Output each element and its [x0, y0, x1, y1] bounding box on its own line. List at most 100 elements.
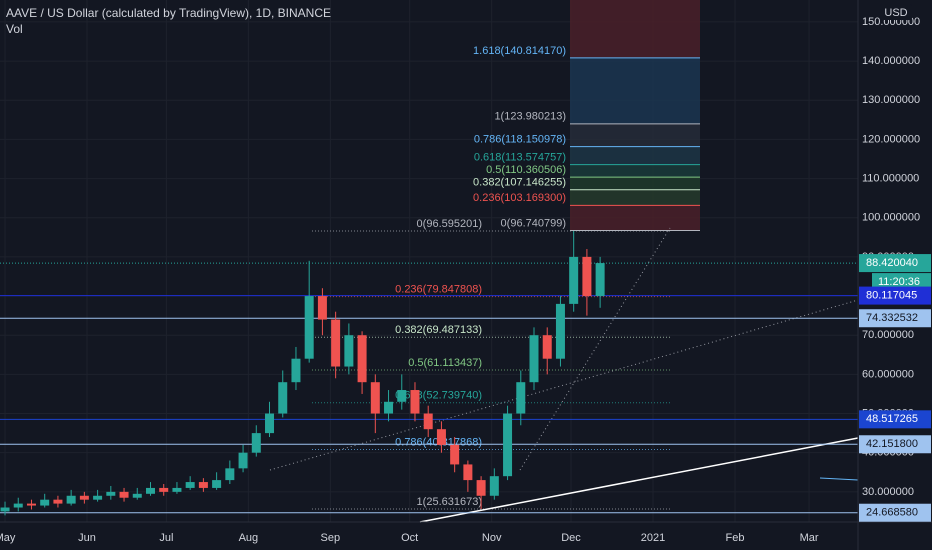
fib-label: 0.786(118.150978) [474, 134, 566, 146]
chart-title: AAVE / US Dollar (calculated by TradingV… [6, 6, 331, 20]
candle-body [159, 487, 169, 492]
candle-body [304, 296, 314, 359]
fib-label: 0.618(52.739740) [395, 390, 482, 402]
fib-band [570, 189, 700, 206]
x-tick-label: Jul [159, 532, 173, 544]
price-label-box [859, 286, 931, 305]
fib-band [570, 146, 700, 165]
price-label: 24.668580 [866, 507, 918, 519]
price-label: 74.332532 [866, 312, 918, 324]
candle-body [132, 493, 142, 498]
candle-body [595, 263, 605, 297]
candle-body [569, 256, 579, 304]
plot: 1.618(140.814170) 1(123.980213) 0.786(118.… [0, 0, 859, 523]
countdown: 11:20:36 [878, 276, 920, 288]
countdown-box [872, 273, 931, 292]
fib-label: 0.618(113.574757) [474, 151, 566, 163]
candle-body [291, 358, 301, 383]
candle-body [370, 382, 380, 414]
fib-band [570, 205, 700, 231]
trend-line [819, 477, 859, 481]
y-tick-label: 110.000000 [862, 172, 919, 184]
candle-body [278, 382, 288, 414]
x-tick-label: Dec [561, 532, 581, 544]
currency-box [880, 4, 912, 20]
candle-body [53, 499, 63, 504]
candle-body [79, 495, 89, 500]
y-tick-label: 70.000000 [862, 329, 914, 341]
fib-label: 0(96.740799) [501, 217, 566, 229]
fib-band [570, 0, 700, 58]
candle-body [489, 476, 499, 496]
y-tick-label: 130.000000 [862, 94, 920, 106]
fib-band [570, 57, 700, 124]
currency: USD [884, 7, 907, 19]
fib-label: 1.618(140.814170) [473, 45, 566, 57]
candle-body [265, 413, 275, 434]
candle-body [251, 433, 261, 453]
x-tick-label: 2021 [641, 532, 665, 544]
volume-label: Vol [6, 22, 23, 36]
y-tick-label: 120.000000 [862, 133, 920, 145]
candle-body [384, 401, 394, 414]
price-label-box [859, 254, 931, 273]
x-tick-label: Feb [726, 532, 745, 544]
fib-band [570, 177, 700, 190]
fib-label: 1(25.631673) [417, 496, 482, 508]
y-tick-label: 140.000000 [862, 55, 920, 67]
candle-body [423, 413, 433, 430]
candle-body [317, 296, 327, 320]
fib-label: 0.382(69.487133) [395, 324, 482, 336]
fib-label: 0.382(107.146255) [473, 177, 566, 189]
y-tick-label: 30.000000 [862, 486, 914, 498]
price-label: 42.151800 [866, 438, 918, 450]
price-label: 80.117045 [866, 289, 917, 301]
x-tick-label: Mar [800, 532, 819, 544]
fib-label: 0.5(61.113437) [408, 357, 482, 369]
x-tick-label: Oct [401, 532, 418, 544]
candle-body [26, 503, 36, 506]
candle-body [397, 390, 407, 402]
fib-label: 0.236(79.847808) [395, 284, 482, 296]
candle-body [13, 503, 23, 508]
candle-body [172, 487, 182, 492]
candle-body [503, 413, 513, 477]
fib-label: 1(123.980213) [494, 111, 566, 123]
candle-body [436, 429, 446, 445]
x-tick-label: May [0, 532, 16, 544]
candle-body [145, 487, 155, 494]
candle-body [450, 444, 460, 465]
x-tick-label: Sep [321, 532, 341, 544]
candle-body [119, 491, 129, 498]
trend-line [419, 437, 859, 523]
axis-labels: 30.00000040.00000050.00000060.00000070.0… [0, 16, 931, 544]
candle-body [476, 480, 486, 496]
fib-label: 0.5(110.360506) [486, 164, 566, 176]
candle-body [331, 319, 341, 367]
candle-body [357, 335, 367, 383]
candle-body [106, 491, 116, 496]
candle-body [529, 335, 539, 383]
fib-band [570, 123, 700, 147]
candle-body [463, 464, 473, 481]
price-label-box [859, 309, 931, 328]
fib-band [570, 164, 700, 178]
candle-body [542, 335, 552, 359]
fib-label: 0(96.595201) [417, 218, 482, 230]
candle-body [0, 507, 10, 512]
candle-body [93, 495, 103, 500]
price-label: 48.517265 [866, 413, 918, 425]
price-label-box [859, 435, 931, 454]
x-tick-label: Aug [239, 532, 259, 544]
price-label-box [859, 410, 931, 429]
candle-body [344, 335, 354, 367]
candle-body [582, 256, 592, 297]
candle-body [198, 482, 208, 488]
candle-body [238, 452, 248, 469]
y-tick-label: 100.000000 [862, 212, 920, 224]
candle-body [185, 482, 195, 488]
candle-body [212, 480, 222, 488]
